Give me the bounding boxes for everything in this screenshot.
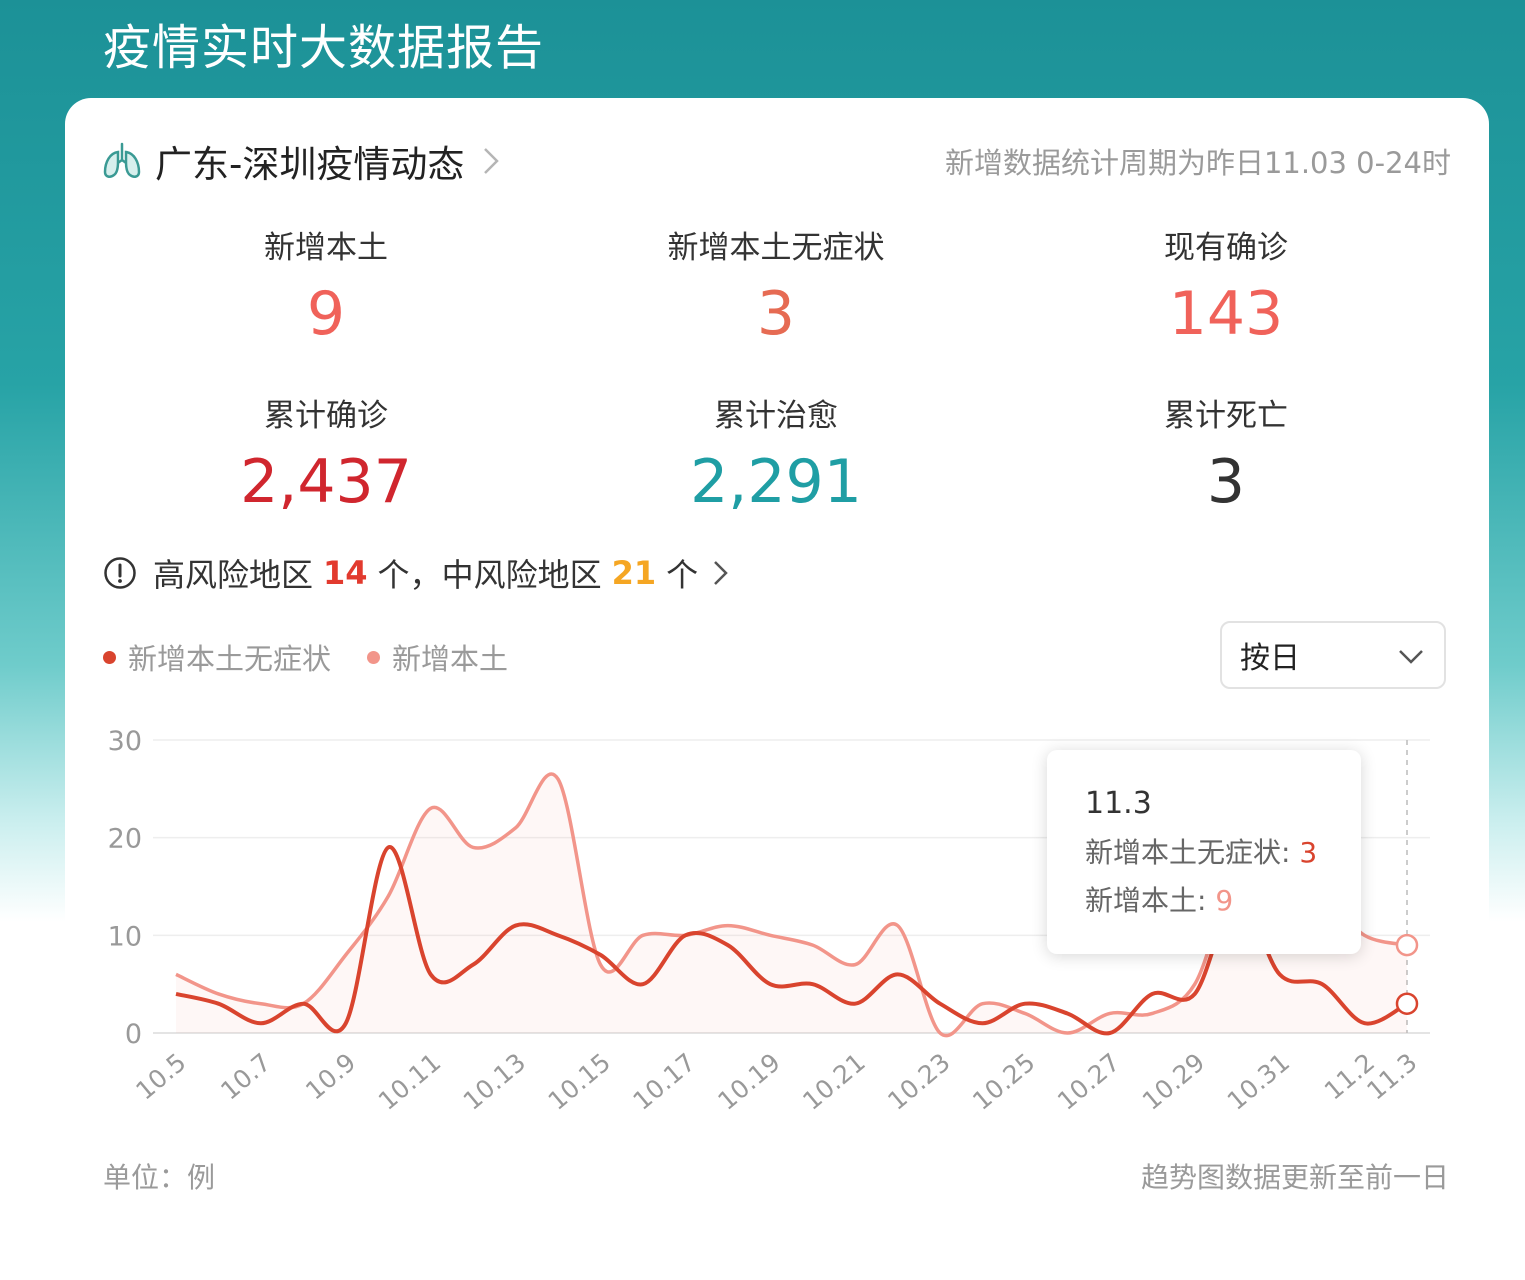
stat-value: 3 xyxy=(756,279,796,349)
x-tick-label: 10.17 xyxy=(627,1048,700,1116)
stat-label: 新增本土无症状 xyxy=(667,230,885,266)
y-tick-label: 0 xyxy=(125,1019,142,1050)
highlight-point-asymptomatic xyxy=(1395,992,1419,1015)
alert-icon xyxy=(104,557,136,589)
chevron-down-icon xyxy=(1399,650,1423,664)
stats-row: 累计确诊 2,437 累计治愈 2,291 累计死亡 3 xyxy=(101,396,1451,564)
stat-total-cured: 累计治愈 2,291 xyxy=(551,396,1001,564)
high-risk-suffix: 个， xyxy=(377,556,442,594)
x-tick-label: 10.29 xyxy=(1137,1048,1210,1116)
footer-note: 趋势图数据更新至前一日 xyxy=(1140,1161,1449,1194)
chevron-right-icon xyxy=(714,561,728,585)
tooltip-series-value: 9 xyxy=(1215,884,1234,917)
stat-value: 9 xyxy=(306,279,346,349)
stat-total-confirmed: 累计确诊 2,437 xyxy=(101,396,551,564)
chart-legend: 新增本土无症状 新增本土 xyxy=(103,636,544,678)
period-select-value: 按日 xyxy=(1240,641,1300,676)
chevron-right-icon xyxy=(484,148,500,174)
period-select[interactable]: 按日 xyxy=(1220,621,1446,689)
x-tick-label: 11.3 xyxy=(1361,1048,1422,1106)
stats-row: 新增本土 9 新增本土无症状 3 现有确诊 143 xyxy=(101,228,1451,396)
stat-value: 143 xyxy=(1168,279,1284,349)
risk-areas-link[interactable]: 高风险地区 14 个， 中风险地区 21 个 xyxy=(103,550,732,596)
stat-label: 累计死亡 xyxy=(1164,398,1288,434)
lung-icon xyxy=(103,142,141,178)
stat-value: 2,291 xyxy=(690,447,862,517)
x-tick-label: 10.13 xyxy=(458,1048,531,1116)
tooltip-row-asymptomatic: 新增本土无症状: 3 xyxy=(1085,836,1318,869)
legend-item-asymptomatic[interactable]: 新增本土无症状 xyxy=(103,636,331,678)
y-tick-label: 30 xyxy=(108,726,142,757)
x-tick-label: 10.31 xyxy=(1222,1048,1295,1116)
x-tick-label: 10.27 xyxy=(1052,1048,1125,1116)
legend-item-local[interactable]: 新增本土 xyxy=(367,636,508,678)
x-tick-label: 10.23 xyxy=(882,1048,955,1116)
x-tick-label: 10.25 xyxy=(967,1048,1040,1116)
x-tick-label: 10.21 xyxy=(797,1048,870,1116)
chart-tooltip: 11.3 新增本土无症状: 3 新增本土: 9 xyxy=(1047,750,1361,954)
region-link[interactable]: 广东-深圳疫情动态 xyxy=(101,134,504,188)
stats-grid: 新增本土 9 新增本土无症状 3 现有确诊 143 累计确诊 2,437 累计治… xyxy=(101,228,1451,564)
legend-dot xyxy=(367,650,381,664)
tooltip-row-local: 新增本土: 9 xyxy=(1085,884,1234,917)
series-line-asymptomatic xyxy=(175,845,1408,1036)
page-title: 疫情实时大数据报告 xyxy=(103,20,545,76)
stat-total-deaths: 累计死亡 3 xyxy=(1001,396,1451,564)
mid-risk-label: 中风险地区 xyxy=(441,556,602,594)
y-tick-label: 20 xyxy=(108,824,142,855)
footer-unit: 单位：例 xyxy=(103,1161,216,1194)
stat-value: 2,437 xyxy=(240,447,412,517)
tooltip-series-name: 新增本土无症状 xyxy=(1085,836,1282,869)
region-title: 广东-深圳疫情动态 xyxy=(155,143,465,186)
high-risk-count: 14 xyxy=(323,554,368,592)
stat-period: 新增数据统计周期为昨日11.03 0-24时 xyxy=(944,146,1451,180)
high-risk-label: 高风险地区 xyxy=(153,556,314,594)
stat-label: 现有确诊 xyxy=(1164,230,1288,266)
y-tick-label: 10 xyxy=(108,921,142,952)
stat-label: 累计确诊 xyxy=(264,398,388,434)
stat-value: 3 xyxy=(1206,447,1246,517)
stat-new-asymptomatic: 新增本土无症状 3 xyxy=(551,228,1001,396)
series-line-local xyxy=(175,772,1408,1038)
legend-label: 新增本土无症状 xyxy=(128,642,332,676)
stat-new-local: 新增本土 9 xyxy=(101,228,551,396)
stat-current-confirmed: 现有确诊 143 xyxy=(1001,228,1451,396)
tooltip-series-value: 3 xyxy=(1299,836,1318,869)
highlight-point-local xyxy=(1395,933,1419,957)
x-tick-label: 10.5 xyxy=(130,1048,191,1106)
stat-label: 累计治愈 xyxy=(714,398,838,434)
card-header: 广东-深圳疫情动态 新增数据统计周期为昨日11.03 0-24时 xyxy=(101,134,1451,186)
x-tick-label: 10.19 xyxy=(712,1048,785,1116)
tooltip-series-name: 新增本土 xyxy=(1085,884,1198,917)
stat-label: 新增本土 xyxy=(264,230,388,266)
report-card: 广东-深圳疫情动态 新增数据统计周期为昨日11.03 0-24时 新增本土 9 … xyxy=(65,98,1489,1280)
series-area-local xyxy=(176,773,1407,1036)
x-tick-label: 10.9 xyxy=(300,1048,361,1106)
mid-risk-suffix: 个 xyxy=(666,556,699,594)
tooltip-date: 11.3 xyxy=(1085,786,1152,821)
x-tick-label: 10.11 xyxy=(373,1048,446,1116)
mid-risk-count: 21 xyxy=(611,554,657,592)
legend-dot xyxy=(103,650,116,664)
x-tick-label: 10.15 xyxy=(543,1048,616,1116)
legend-label: 新增本土 xyxy=(392,642,509,676)
x-tick-label: 10.7 xyxy=(215,1048,276,1106)
